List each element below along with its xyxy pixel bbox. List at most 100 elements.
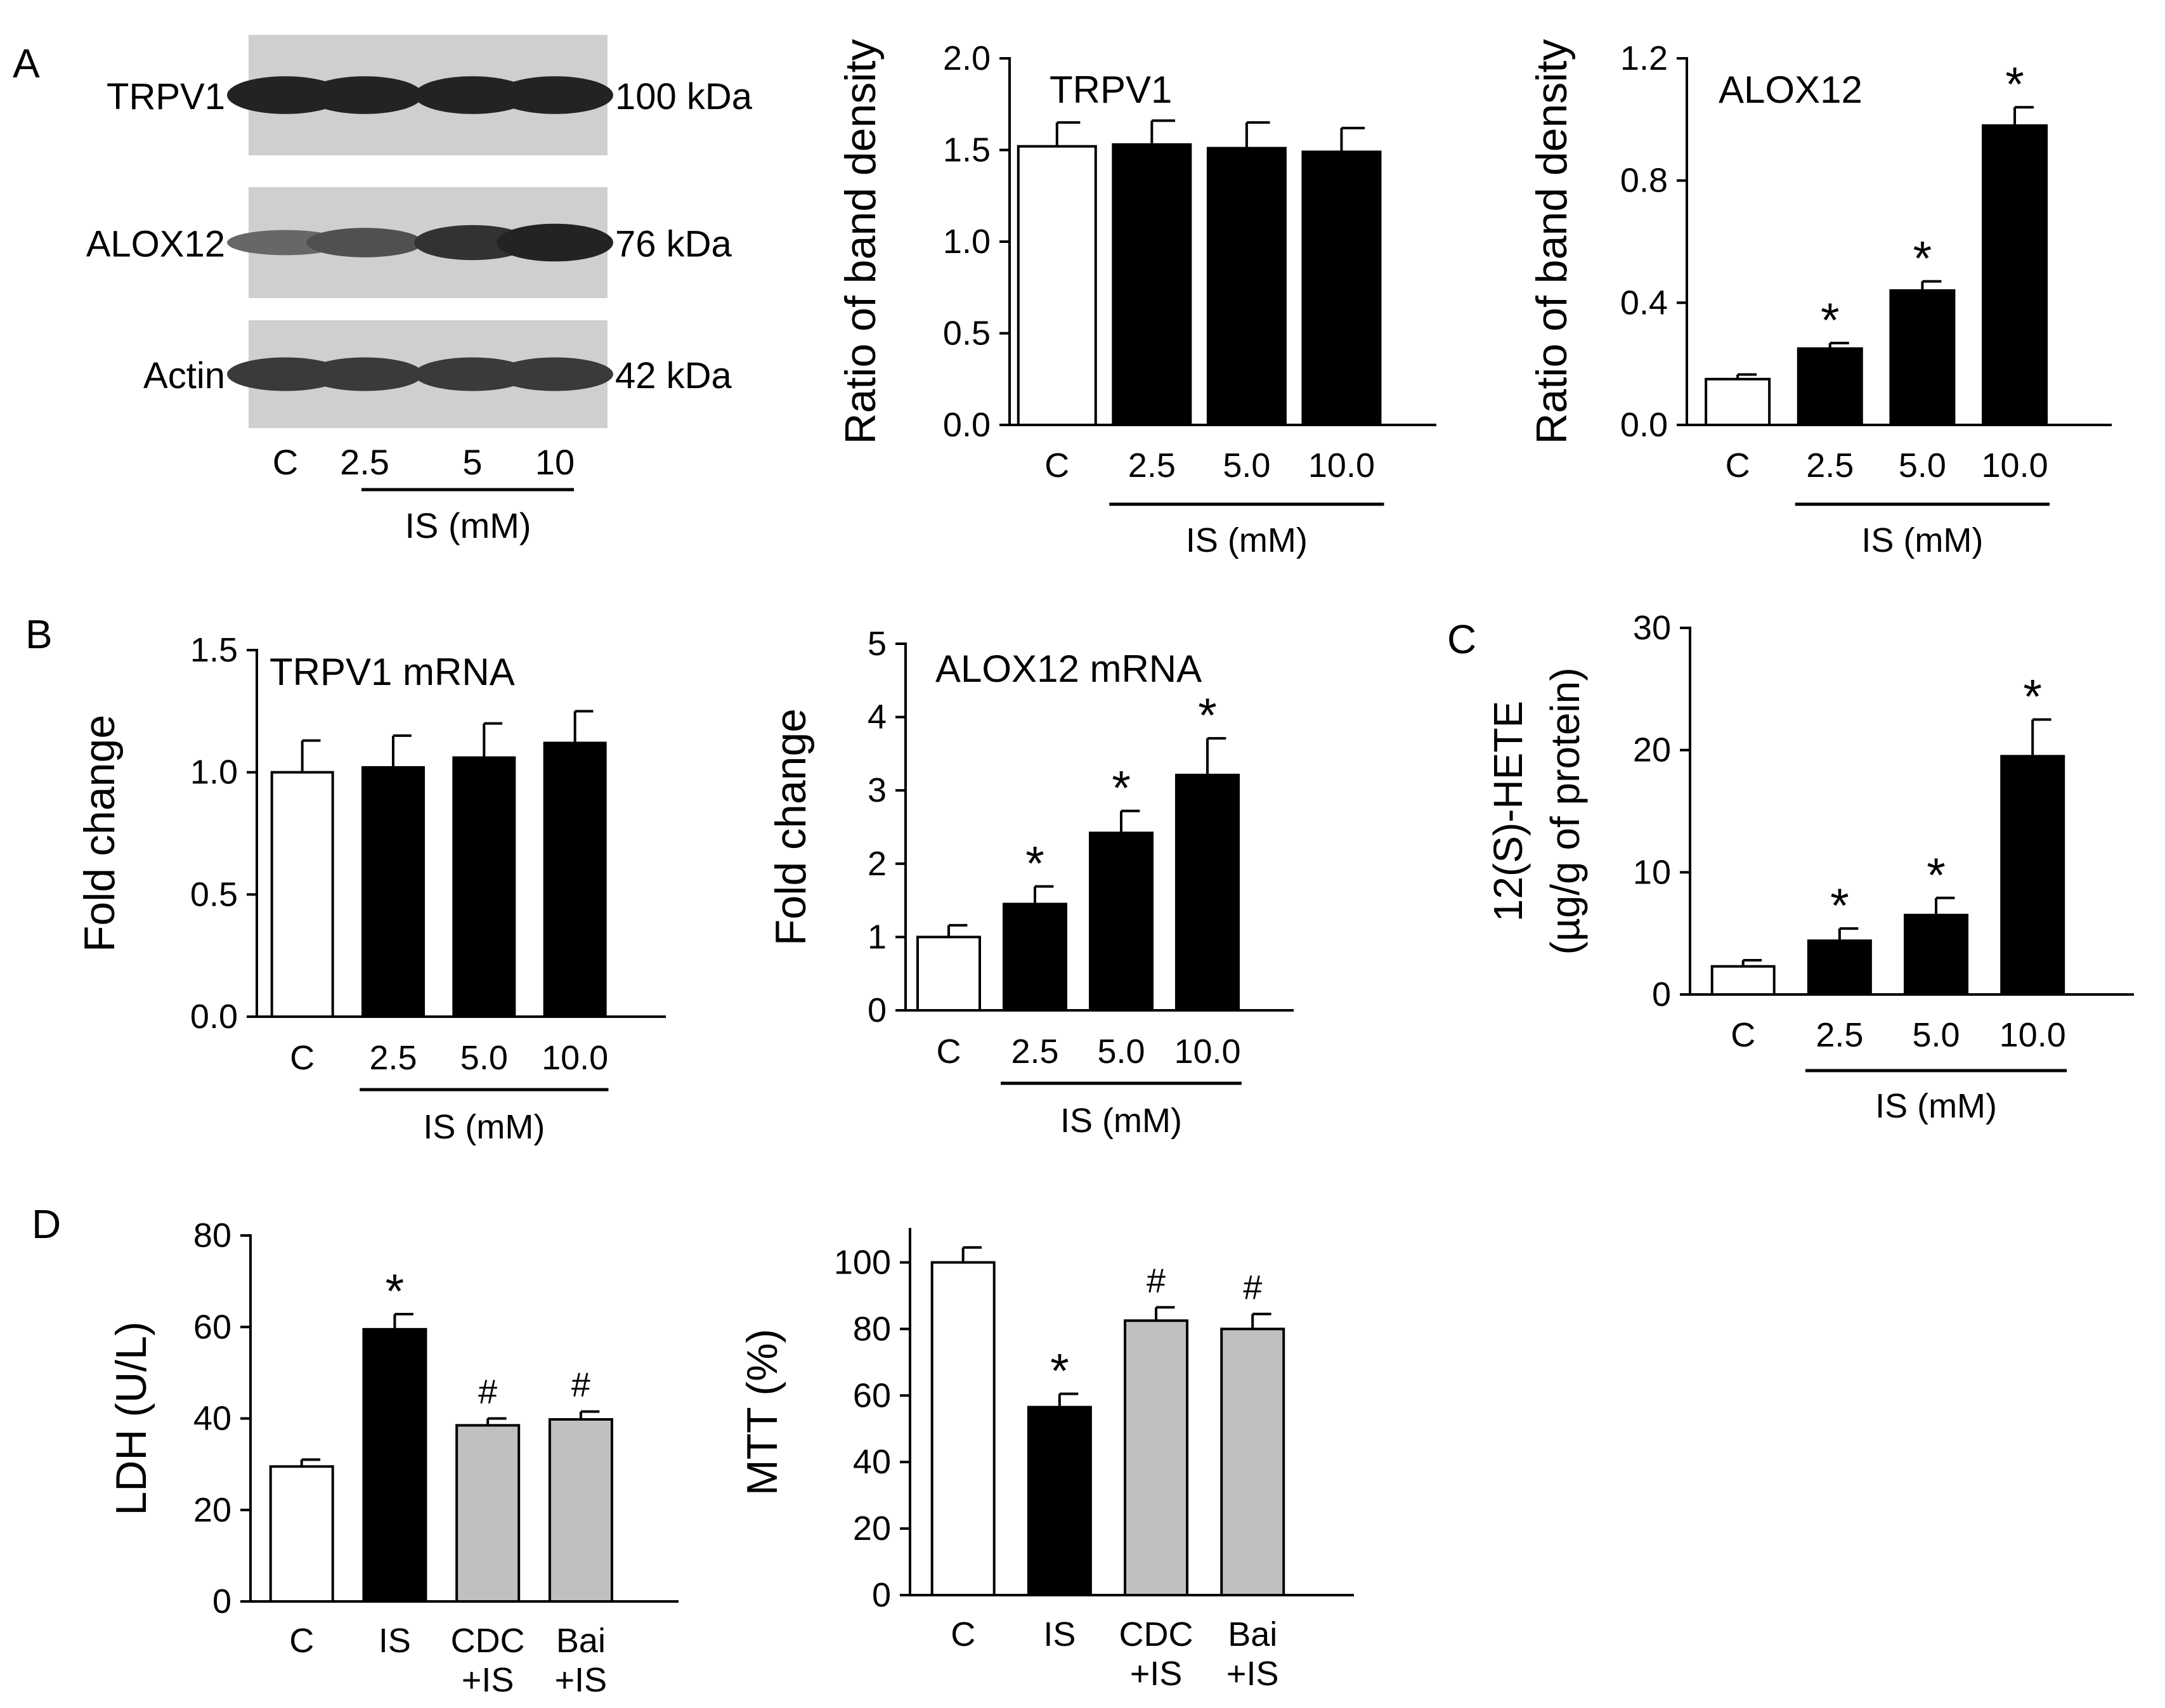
y-tick-label: 0.5 (943, 315, 991, 353)
bar (1175, 773, 1240, 1012)
x-tick-label: 10.0 (1174, 1033, 1240, 1071)
y-axis-label: Ratio of band density (1528, 39, 1576, 445)
x-tick-label: 5.0 (1223, 447, 1270, 485)
panel-label-d: D (32, 1201, 61, 1247)
chart: 0.0 0.5 1.0 1.5 2.0 C 2.5 5.0 10.0 TRPV1 Ratio of … (836, 39, 1436, 559)
y-tick-label: 3 (868, 771, 887, 809)
blot-band (414, 225, 531, 261)
western-blot: TRPV1 100 kDa ALOX12 76 kDa Actin 42 kDa C 2.5 5… (86, 35, 753, 545)
significance-mark: * (2023, 670, 2042, 724)
x-tick-label: 10.0 (1308, 447, 1375, 485)
y-tick-label: 0 (872, 1576, 891, 1614)
x-tick-label: +IS (1226, 1655, 1279, 1693)
y-tick-label: 20 (193, 1491, 231, 1529)
x-tick-label: 10.0 (1999, 1016, 2066, 1054)
significance-mark: # (1147, 1261, 1166, 1300)
x-tick-label: 10.0 (542, 1039, 608, 1077)
bar (548, 1418, 613, 1603)
bar (361, 766, 425, 1018)
x-tick-label: +IS (1130, 1655, 1183, 1693)
y-axis-label: 12(S)-HETE (1485, 701, 1531, 922)
bar (930, 1261, 996, 1597)
y-tick-label: 0 (868, 991, 887, 1029)
significance-mark: * (1927, 849, 1946, 903)
significance-mark: * (1025, 837, 1044, 891)
bar (1705, 377, 1771, 426)
y-axis-label: Fold change (75, 715, 124, 952)
significance-mark: * (1821, 294, 1840, 348)
bar (1089, 831, 1154, 1012)
blot-lane-label: 10 (535, 442, 575, 482)
y-tick-label: 2 (868, 845, 887, 883)
y-tick-label: 1.5 (943, 131, 991, 169)
bar (1003, 903, 1067, 1012)
y-axis-label: LDH (U/L) (107, 1321, 155, 1515)
y-tick-label: 60 (853, 1376, 891, 1414)
bar (270, 771, 334, 1018)
x-tick-label: C (951, 1615, 975, 1653)
blot-lane-label: C (273, 442, 298, 482)
blot-kda-label: 42 kDa (615, 355, 732, 396)
x-tick-label: C (1731, 1016, 1755, 1054)
blot-band (306, 76, 423, 114)
y-tick-label: 0 (1652, 975, 1671, 1014)
panel-label-b: B (25, 611, 53, 657)
chart: 0 1 2 3 4 5 C * 2.5 * 5.0 * 10.0 ALOX12 mRNA Fold chan… (767, 625, 1294, 1140)
significance-mark: * (1050, 1345, 1069, 1398)
bar (1017, 145, 1097, 426)
significance-mark: * (1913, 232, 1932, 286)
y-tick-label: 1 (868, 918, 887, 956)
x-tick-label: C (1044, 447, 1069, 485)
y-tick-label: 0.5 (190, 875, 238, 913)
y-tick-label: 1.0 (943, 223, 991, 261)
blot-band (497, 76, 613, 114)
x-axis-label: IS (mM) (1875, 1087, 1997, 1125)
y-tick-label: 4 (868, 698, 887, 736)
bar (1904, 913, 1969, 996)
blot-lane-label: 2.5 (340, 442, 389, 482)
x-tick-label: 5.0 (460, 1039, 508, 1077)
significance-mark: # (478, 1373, 497, 1411)
x-tick-label: 2.5 (1128, 447, 1176, 485)
x-tick-label: 5.0 (1097, 1033, 1145, 1071)
bar (1027, 1405, 1092, 1597)
bar (1710, 965, 1776, 996)
y-tick-label: 40 (853, 1443, 891, 1481)
y-tick-label: 0.8 (1620, 162, 1668, 200)
significance-mark: * (1198, 689, 1217, 743)
bar (916, 935, 981, 1012)
y-axis-label: Ratio of band density (836, 39, 885, 445)
blot-row: Actin 42 kDa (143, 320, 732, 428)
x-axis-label: IS (mM) (423, 1108, 545, 1146)
bar (1124, 1319, 1189, 1596)
y-tick-label: 1.5 (190, 631, 238, 669)
y-tick-label: 5 (868, 625, 887, 663)
bar (1206, 147, 1287, 427)
y-tick-label: 0.0 (1620, 406, 1668, 444)
bar (455, 1424, 521, 1603)
bar (1220, 1327, 1285, 1596)
x-tick-label: +IS (462, 1661, 514, 1699)
x-tick-label: Bai (556, 1622, 606, 1660)
blot-protein-label: ALOX12 (86, 224, 225, 265)
significance-mark: * (1112, 762, 1131, 816)
bar (1807, 939, 1872, 996)
blot-band (306, 357, 423, 391)
bar (1982, 124, 2048, 426)
panel-label-c: C (1447, 616, 1476, 662)
y-tick-label: 80 (193, 1216, 231, 1255)
bar (543, 741, 607, 1018)
y-tick-label: 30 (1633, 609, 1671, 647)
bar (1797, 347, 1863, 426)
x-axis-label: IS (mM) (1861, 521, 1983, 559)
chart-title: TRPV1 (1050, 68, 1172, 111)
blot-group-label: IS (mM) (405, 505, 531, 545)
x-tick-label: C (289, 1622, 314, 1660)
y-tick-label: 10 (1633, 853, 1671, 891)
y-axis-label: MTT (%) (738, 1329, 786, 1496)
y-tick-label: 40 (193, 1400, 231, 1438)
blot-row: ALOX12 76 kDa (86, 187, 732, 298)
chart-title: ALOX12 (1719, 68, 1863, 111)
